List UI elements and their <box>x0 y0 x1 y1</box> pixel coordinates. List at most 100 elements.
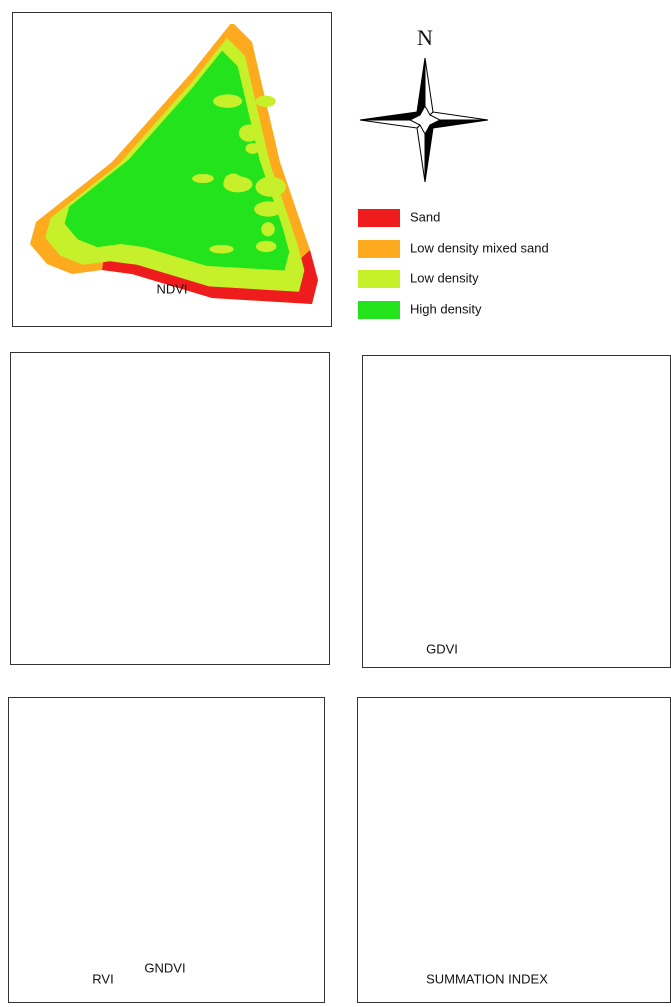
field-patch <box>201 869 231 889</box>
field-patch <box>173 542 209 554</box>
field-patch <box>566 493 596 499</box>
field-patch <box>121 587 147 604</box>
field-patch <box>232 473 242 483</box>
map-panels: NDVI GNDVI GDVI RVI SUMMATION INDEX <box>9 13 671 1003</box>
field-patch <box>244 784 262 804</box>
field-patch <box>193 464 228 477</box>
field-map <box>26 707 311 981</box>
map-panel: RVI <box>9 698 325 1003</box>
north-label: N <box>417 25 433 50</box>
panel-label: NDVI <box>156 281 187 296</box>
field-patch <box>260 900 276 910</box>
map-panel: GDVI <box>363 356 671 668</box>
field-zone <box>28 362 316 642</box>
field-patch <box>569 880 601 887</box>
panel-label: GDVI <box>426 641 458 656</box>
field-patch <box>552 516 577 530</box>
field-zone <box>41 722 298 969</box>
field-patch <box>236 570 249 589</box>
field-patch <box>583 895 613 915</box>
field-patch <box>582 589 596 610</box>
field-patch <box>255 96 275 108</box>
field-patch <box>209 842 230 851</box>
field-patch <box>547 590 562 598</box>
panel-frame <box>11 353 330 665</box>
field-patch <box>213 918 228 927</box>
field-patch <box>593 913 629 923</box>
field-patch <box>243 428 278 448</box>
field-patch <box>540 770 572 785</box>
field-patch <box>608 497 636 515</box>
legend-swatch <box>358 240 400 258</box>
field-zone <box>422 401 622 603</box>
figure: N SandLow density mixed sandLow densityH… <box>0 0 671 1007</box>
field-zone <box>418 742 621 939</box>
field-zone <box>390 722 644 969</box>
field-patch <box>250 518 270 534</box>
legend-swatch <box>358 270 400 288</box>
field-patch <box>569 582 580 590</box>
field-patch <box>254 201 282 216</box>
field-patch <box>248 902 267 918</box>
field-patch <box>222 783 257 801</box>
field-patch <box>527 512 564 519</box>
field-zone <box>43 378 302 630</box>
field-patch <box>127 548 162 560</box>
field-patch <box>575 581 609 598</box>
field-patch <box>581 794 593 811</box>
field-patch <box>209 577 220 597</box>
panel-frame <box>9 698 325 1003</box>
field-patch <box>206 467 241 477</box>
field-map <box>375 707 658 981</box>
legend-swatch <box>358 301 400 319</box>
field-patch <box>196 464 227 478</box>
panel-frame <box>358 698 671 1003</box>
field-patch <box>161 576 174 590</box>
field-patch <box>261 222 274 236</box>
field-patch <box>567 926 596 941</box>
field-patch <box>223 176 252 192</box>
field-patch <box>513 901 543 915</box>
field-patch <box>242 572 277 592</box>
field-patch <box>556 892 582 899</box>
panel-label: SUMMATION INDEX <box>426 971 548 986</box>
field-zone <box>26 707 311 981</box>
legend-label: High density <box>410 301 482 316</box>
map-panel: GNDVI <box>11 353 330 976</box>
field-patch <box>258 932 278 939</box>
field-patch <box>600 431 630 447</box>
panel-label: GNDVI <box>144 960 185 975</box>
legend-swatch <box>358 209 400 227</box>
field-patch <box>607 593 634 613</box>
map-panel: NDVI <box>13 13 332 327</box>
field-patch <box>520 518 551 539</box>
field-patch <box>198 886 223 899</box>
field-patch <box>192 174 214 183</box>
field-patch <box>173 848 199 865</box>
field-patch <box>123 918 154 936</box>
field-patch <box>175 521 189 542</box>
field-patch <box>605 886 620 894</box>
field-patch <box>157 907 194 925</box>
legend-label: Sand <box>410 209 440 224</box>
field-patch <box>143 912 173 929</box>
field-zone <box>449 591 658 645</box>
field-zone <box>379 365 657 645</box>
field-patch <box>595 464 622 472</box>
field-patch <box>239 124 259 141</box>
field-patch <box>263 586 294 599</box>
field-patch <box>209 245 233 254</box>
field-patch <box>205 863 225 875</box>
panel-frame <box>363 356 671 668</box>
field-patch <box>255 177 285 197</box>
field-zone <box>394 381 644 633</box>
compass-center <box>410 106 440 134</box>
field-zone <box>72 398 279 600</box>
field-patch <box>582 802 612 810</box>
field-patch <box>592 851 624 863</box>
field-patch <box>539 874 571 884</box>
compass: N <box>360 25 488 182</box>
field-zone <box>100 588 316 642</box>
field-map <box>30 22 318 304</box>
field-patch <box>213 94 242 107</box>
